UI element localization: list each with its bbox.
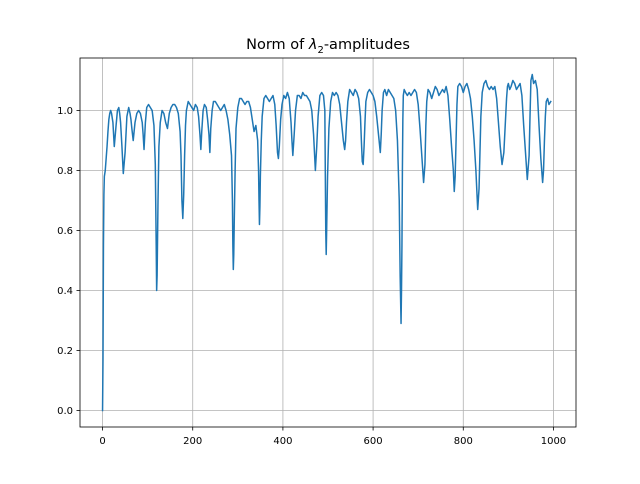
chart-title: Norm of λ2-amplitudes — [246, 37, 410, 56]
x-tick-label: 400 — [273, 436, 292, 447]
chart-title-subscript: 2 — [317, 45, 323, 56]
y-tick-label: 0.4 — [57, 286, 73, 297]
chart-title-suffix: -amplitudes — [324, 37, 410, 53]
grid-layer — [80, 58, 576, 427]
x-tick-label: 200 — [183, 436, 202, 447]
y-tick-label: 0.6 — [57, 226, 73, 237]
tick-layer: 0 200 400 600 800 1000 0.0 0.2 0.4 0.6 0.8 1.0 — [57, 106, 566, 447]
series-layer — [101, 73, 552, 412]
y-tick-label: 1.0 — [57, 106, 73, 117]
y-tick-label: 0.2 — [57, 346, 73, 357]
x-tick-label: 600 — [364, 436, 383, 447]
chart-title-prefix: Norm of — [246, 37, 309, 53]
y-tick-label: 0.8 — [57, 166, 73, 177]
series-line-norm — [101, 73, 552, 412]
chart-title-symbol: λ — [308, 37, 318, 53]
x-tick-label: 1000 — [541, 436, 566, 447]
x-tick-label: 800 — [454, 436, 473, 447]
y-tick-label: 0.0 — [57, 406, 73, 417]
x-tick-label: 0 — [99, 436, 105, 447]
axes-frame — [79, 57, 577, 428]
